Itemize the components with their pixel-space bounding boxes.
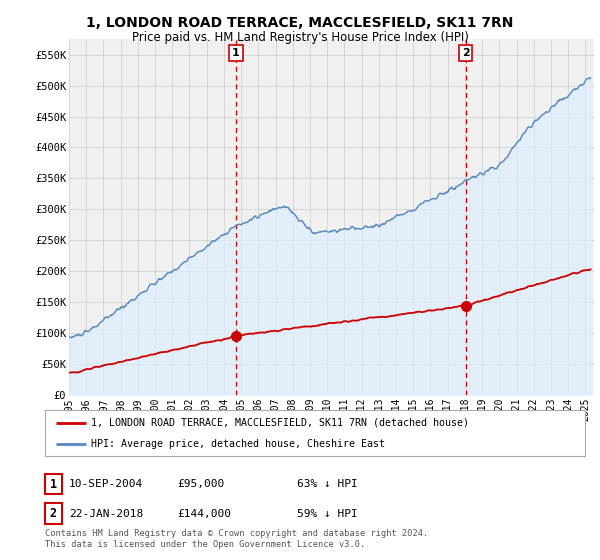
Text: 22-JAN-2018: 22-JAN-2018 bbox=[69, 508, 143, 519]
Text: £95,000: £95,000 bbox=[177, 479, 224, 489]
Text: HPI: Average price, detached house, Cheshire East: HPI: Average price, detached house, Ches… bbox=[91, 439, 385, 449]
Text: 2: 2 bbox=[50, 507, 57, 520]
Text: Contains HM Land Registry data © Crown copyright and database right 2024.
This d: Contains HM Land Registry data © Crown c… bbox=[45, 529, 428, 549]
Text: 63% ↓ HPI: 63% ↓ HPI bbox=[297, 479, 358, 489]
Text: Price paid vs. HM Land Registry's House Price Index (HPI): Price paid vs. HM Land Registry's House … bbox=[131, 31, 469, 44]
Text: 1, LONDON ROAD TERRACE, MACCLESFIELD, SK11 7RN (detached house): 1, LONDON ROAD TERRACE, MACCLESFIELD, SK… bbox=[91, 418, 469, 428]
Text: 59% ↓ HPI: 59% ↓ HPI bbox=[297, 508, 358, 519]
Text: 1, LONDON ROAD TERRACE, MACCLESFIELD, SK11 7RN: 1, LONDON ROAD TERRACE, MACCLESFIELD, SK… bbox=[86, 16, 514, 30]
Text: 2: 2 bbox=[462, 48, 470, 58]
Text: 1: 1 bbox=[232, 48, 240, 58]
Text: 10-SEP-2004: 10-SEP-2004 bbox=[69, 479, 143, 489]
Text: 1: 1 bbox=[50, 478, 57, 491]
Text: £144,000: £144,000 bbox=[177, 508, 231, 519]
